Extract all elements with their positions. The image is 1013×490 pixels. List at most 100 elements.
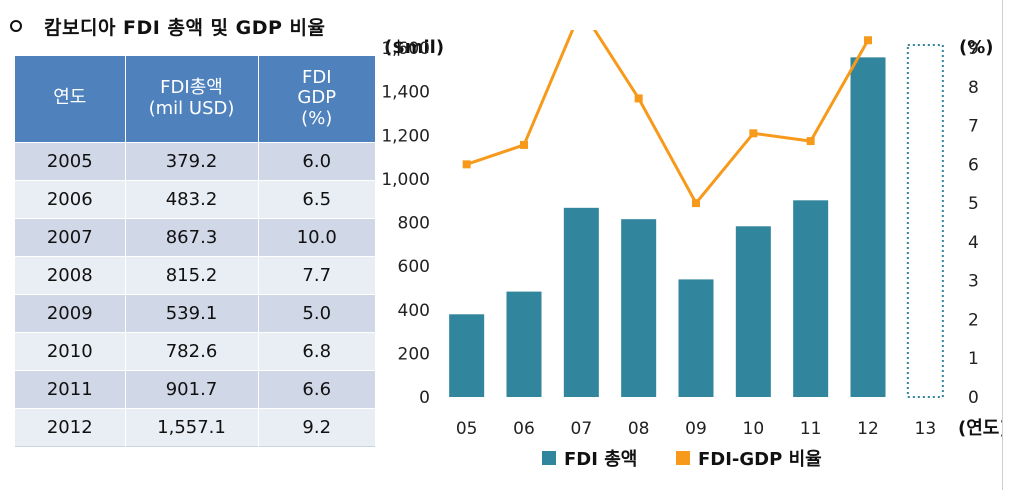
- legend-swatch-fdi: [542, 451, 556, 465]
- fdi-bar: [850, 57, 886, 397]
- x-axis-unit-label: (연도): [958, 418, 1002, 439]
- table-cell: 539.1: [125, 293, 259, 332]
- table-row: 2005 379.2 6.0: [15, 141, 375, 180]
- legend-label-fdi: FDI 총액: [564, 449, 637, 470]
- table-row: 2006 483.2 6.5: [15, 179, 375, 218]
- table-cell: 2005: [15, 141, 126, 180]
- x-axis-tick-label: 11: [800, 419, 822, 439]
- table-row: 2009 539.1 5.0: [15, 293, 375, 332]
- table-header-row: 연도 FDI총액 (mil USD) FDI GDP (%): [15, 56, 375, 142]
- table-header-text: (mil USD): [148, 97, 235, 119]
- table-header-cell: FDI GDP (%): [258, 56, 375, 142]
- left-axis-tick-label: 400: [398, 301, 430, 321]
- bullet-icon: [10, 20, 22, 32]
- table-cell: 782.6: [125, 331, 259, 370]
- table-cell: 2011: [15, 369, 126, 408]
- right-divider: [1002, 0, 1003, 490]
- table-cell: 1,557.1: [125, 407, 259, 446]
- right-axis-tick-label: 3: [968, 272, 979, 292]
- table-cell: 7.7: [258, 255, 375, 294]
- ratio-point: [692, 199, 700, 208]
- page-title: 캄보디아 FDI 총액 및 GDP 비율: [44, 16, 326, 39]
- table-cell: 2009: [15, 293, 126, 332]
- right-axis-tick-label: 1: [968, 349, 979, 369]
- fdi-table: 연도 FDI총액 (mil USD) FDI GDP (%) 2005 379.2 6.0 20…: [15, 56, 375, 447]
- table-body: 2005 379.2 6.0 2006 483.2 6.5 2007 867.3 10.0 200…: [15, 141, 375, 446]
- table-row: 2011 901.7 6.6: [15, 369, 375, 408]
- table-cell: 2012: [15, 407, 126, 446]
- fdi-bar: [621, 219, 657, 397]
- x-axis-tick-label: 06: [513, 419, 535, 439]
- table-cell: 10.0: [258, 217, 375, 256]
- table-cell: 867.3: [125, 217, 259, 256]
- x-axis-tick-label: 09: [685, 419, 707, 439]
- table-row: 2007 867.3 10.0: [15, 217, 375, 256]
- ratio-point: [520, 140, 528, 149]
- table-header-text: FDI총액: [160, 77, 223, 99]
- x-axis-tick-label: 08: [628, 419, 650, 439]
- title-row: 캄보디아 FDI 총액 및 GDP 비율: [6, 6, 326, 46]
- table-cell: 6.8: [258, 331, 375, 370]
- placeholder-bar: [906, 44, 944, 398]
- fdi-chart: ($mil) (%) 0 200 400 600 800 1,000 1,200 1,400 1,6…: [381, 30, 1002, 470]
- table-cell: 2007: [15, 217, 126, 256]
- ratio-line: [466, 30, 870, 206]
- fdi-bar: [449, 314, 485, 397]
- left-axis-tick-label: 1,200: [381, 126, 430, 146]
- right-axis-label: (%): [959, 37, 994, 58]
- ratio-point: [462, 160, 471, 169]
- x-axis-tick-label: 13: [915, 419, 937, 439]
- ratio-point: [864, 36, 872, 45]
- right-axis-tick-label: 6: [968, 155, 979, 175]
- right-axis-tick-label: 9: [968, 39, 979, 59]
- right-axis-tick-label: 5: [968, 194, 979, 214]
- table-cell: 6.5: [258, 179, 375, 218]
- fdi-bar: [793, 200, 829, 397]
- table-cell: 2006: [15, 179, 126, 218]
- table-header-cell: 연도: [15, 56, 126, 142]
- fdi-bar: [563, 207, 599, 397]
- fdi-bar: [678, 279, 714, 397]
- table-header-text: 연도: [53, 87, 87, 109]
- left-axis-tick-label: 1,000: [381, 170, 430, 190]
- fdi-bar: [735, 226, 771, 397]
- ratio-point: [806, 137, 815, 146]
- x-axis-tick-label: 10: [743, 419, 765, 439]
- right-axis-tick-label: 4: [968, 233, 979, 253]
- left-axis-tick-label: 800: [398, 214, 430, 234]
- left-axis-tick-label: 1,400: [381, 83, 430, 103]
- left-axis-label: ($mil): [384, 37, 444, 58]
- table-cell: 6.0: [258, 141, 375, 180]
- left-axis-tick-label: 0: [419, 388, 430, 408]
- table-cell: 815.2: [125, 255, 259, 294]
- right-axis-tick-label: 8: [968, 78, 979, 98]
- ratio-point: [634, 94, 643, 103]
- table-cell: 5.0: [258, 293, 375, 332]
- table-row: 2010 782.6 6.8: [15, 331, 375, 370]
- right-axis-tick-label: 0: [968, 388, 979, 408]
- x-axis-tick-label: 05: [456, 419, 478, 439]
- table-cell: 6.6: [258, 369, 375, 408]
- left-axis-tick-label: 600: [398, 257, 430, 277]
- table-cell: 379.2: [125, 141, 259, 180]
- ratio-point: [749, 129, 758, 138]
- table-row: 2012 1,557.1 9.2: [15, 407, 375, 446]
- table-header-text: FDI: [301, 66, 332, 88]
- table-cell: 2008: [15, 255, 126, 294]
- fdi-bar: [506, 291, 542, 397]
- left-axis-tick-label: 200: [398, 344, 430, 364]
- right-axis-tick-label: 2: [968, 310, 979, 330]
- x-axis-tick-label: 12: [857, 419, 879, 439]
- x-axis-tick-label: 07: [571, 419, 593, 439]
- table-header-text: GDP: [297, 87, 337, 109]
- legend-label-ratio: FDI-GDP 비율: [698, 449, 822, 470]
- left-axis-tick-label: 1,600: [381, 39, 430, 59]
- table-cell: 483.2: [125, 179, 259, 218]
- table-cell: 2010: [15, 331, 126, 370]
- table-cell: 9.2: [258, 407, 375, 446]
- table-cell: 901.7: [125, 369, 259, 408]
- table-header-cell: FDI총액 (mil USD): [125, 56, 259, 142]
- table-header-text: (%): [301, 108, 333, 130]
- table-row: 2008 815.2 7.7: [15, 255, 375, 294]
- right-axis-tick-label: 7: [968, 117, 979, 137]
